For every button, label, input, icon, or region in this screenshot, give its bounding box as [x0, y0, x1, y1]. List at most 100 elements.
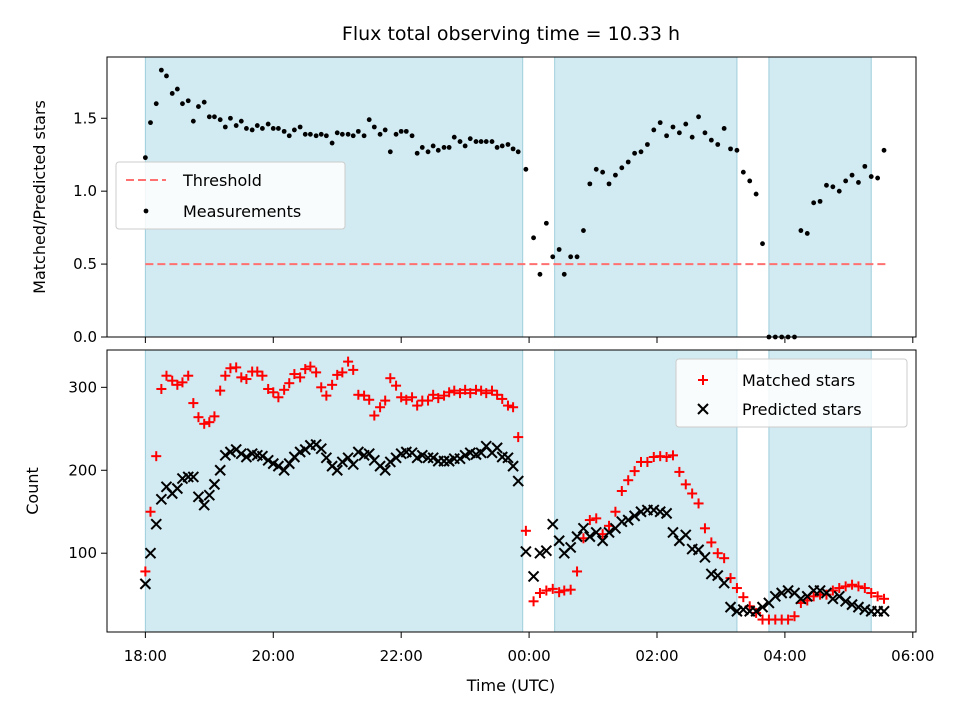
x-tick-label: 22:00 — [380, 647, 423, 665]
measurement-point — [174, 86, 180, 92]
predicted-star-point — [182, 471, 194, 483]
matched-star-point — [151, 451, 162, 462]
measurement-point — [451, 134, 457, 140]
matched-star-point — [497, 393, 508, 404]
measurement-point — [606, 181, 612, 187]
matched-star-point — [693, 498, 704, 509]
matched-star-point — [706, 537, 717, 548]
matched-star-point — [481, 388, 492, 399]
measurement-point — [676, 130, 682, 136]
matched-star-point — [738, 592, 749, 603]
predicted-star-point — [384, 456, 397, 468]
predicted-star-point — [491, 442, 503, 454]
measurement-point — [185, 98, 191, 104]
matched-star-point — [610, 506, 621, 517]
matched-star-point — [343, 356, 354, 367]
x-tick-label: 02:00 — [635, 647, 678, 665]
y-tick-label: 0.5 — [73, 255, 97, 273]
measurement-point — [307, 131, 313, 137]
predicted-star-point — [852, 601, 865, 613]
matched-star-point — [642, 456, 653, 467]
measurement-point — [817, 198, 823, 204]
measurement-point — [489, 139, 495, 144]
predicted-star-point — [534, 547, 546, 559]
matched-star-point — [428, 389, 439, 400]
matched-star-point — [872, 591, 883, 602]
measurement-point — [811, 200, 817, 206]
predicted-star-point — [347, 458, 359, 471]
predicted-star-point — [622, 514, 634, 526]
matched-star-point — [460, 384, 471, 395]
matched-star-point — [423, 395, 434, 406]
matched-star-point — [401, 394, 412, 405]
matched-star-point — [712, 548, 723, 559]
matched-star-point — [140, 566, 151, 577]
matched-star-point — [661, 451, 672, 462]
predicted-star-point — [520, 545, 532, 558]
matched-star-point — [584, 515, 595, 526]
legend-matched-label: Matched stars — [742, 371, 855, 390]
measurement-point — [403, 128, 409, 134]
matched-star-point — [623, 475, 634, 486]
matched-star-point — [183, 370, 194, 381]
predicted-star-point — [139, 578, 152, 590]
predicted-star-point — [878, 605, 890, 617]
y-tick-label: 300 — [68, 378, 97, 396]
measurement-point — [355, 128, 361, 134]
measurement-point — [537, 271, 543, 277]
predicted-star-point — [769, 590, 782, 603]
predicted-star-point — [577, 522, 590, 535]
measurement-point — [467, 136, 473, 142]
matched-star-point — [455, 388, 466, 399]
measurement-point — [664, 133, 669, 139]
measurement-point — [334, 130, 340, 136]
measurement-point — [499, 143, 505, 149]
measurement-point — [371, 124, 377, 130]
predicted-star-point — [512, 475, 524, 487]
measurement-point — [435, 147, 441, 153]
matched-star-point — [332, 369, 343, 380]
matched-star-point — [241, 374, 252, 385]
measurement-point — [260, 126, 265, 131]
measurement-point — [632, 150, 638, 156]
matched-star-point — [380, 395, 391, 406]
predicted-star-point — [363, 447, 375, 460]
matched-star-point — [433, 393, 444, 404]
measurement-point — [148, 120, 153, 126]
count-panel: 100 200 300 18:00 20:00 22:00 00:00 02:00 04:00… — [23, 349, 934, 695]
measurement-point — [297, 124, 303, 130]
measurement-point — [281, 128, 287, 134]
predicted-star-point — [540, 545, 553, 557]
measurement-point — [657, 120, 663, 126]
ratio-y-ticks: 0.0 0.5 1.0 1.5 — [73, 109, 107, 346]
x-tick-label: 00:00 — [507, 647, 550, 665]
measurement-point — [715, 142, 721, 147]
measurement-point — [430, 143, 436, 149]
measurement-point — [382, 127, 388, 133]
predicted-star-point — [596, 535, 609, 547]
matched-star-point — [541, 585, 552, 596]
measurement-point — [350, 133, 356, 139]
measurement-point — [190, 118, 196, 124]
matched-star-point — [199, 418, 210, 429]
matched-star-point — [412, 400, 423, 411]
predicted-star-point — [240, 451, 253, 463]
measurement-point — [708, 137, 714, 143]
matched-star-point — [572, 566, 583, 577]
matched-star-point — [616, 486, 627, 496]
matched-star-point — [236, 372, 247, 383]
matched-star-point — [279, 384, 290, 395]
matched-star-point — [391, 380, 402, 391]
matched-star-point — [284, 378, 295, 389]
measurement-point — [196, 104, 201, 109]
predicted-star-point — [192, 491, 205, 503]
measurement-point — [318, 131, 324, 137]
matched-star-point — [840, 581, 851, 592]
matched-star-point — [866, 588, 877, 599]
measurement-point — [361, 133, 367, 139]
predicted-star-point — [150, 518, 162, 530]
measurement-point — [619, 165, 625, 171]
matched-star-point — [172, 379, 183, 390]
x-tick-label: 18:00 — [124, 647, 167, 665]
measurement-point — [574, 254, 580, 260]
